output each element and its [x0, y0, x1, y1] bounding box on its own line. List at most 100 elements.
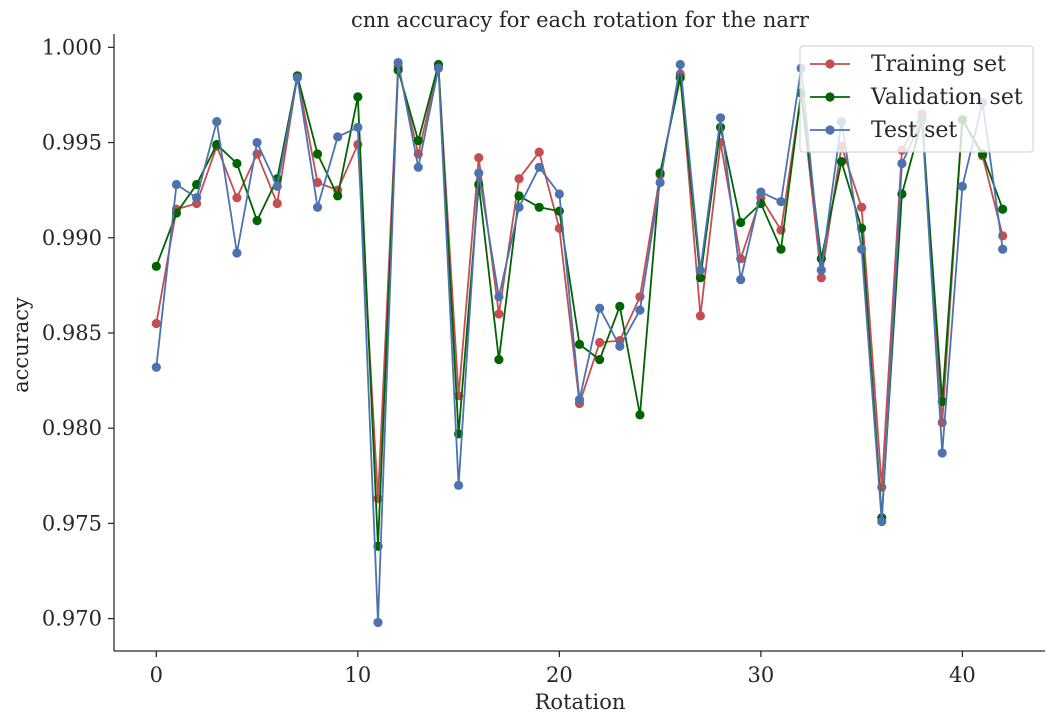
legend-item: Validation set [810, 85, 1023, 110]
data-point [252, 216, 262, 226]
y-tick-label: 0.970 [42, 607, 102, 631]
data-point [554, 206, 564, 216]
data-point [373, 617, 383, 628]
data-point [595, 337, 605, 348]
data-point [574, 395, 585, 405]
legend-item: Test set [810, 118, 957, 143]
data-point [615, 341, 625, 351]
axes [113, 34, 1045, 652]
data-point [494, 309, 504, 319]
data-point [373, 494, 383, 504]
data-point [252, 137, 262, 148]
legend-marker [825, 92, 835, 102]
data-point [857, 202, 867, 212]
data-point [877, 516, 887, 527]
y-tick-label: 0.975 [42, 511, 102, 535]
data-point [675, 59, 685, 70]
data-point [353, 92, 363, 102]
data-point [534, 202, 544, 212]
data-point [353, 122, 363, 132]
data-point [312, 149, 323, 159]
data-point [272, 181, 282, 191]
x-tick-label: 0 [150, 663, 163, 687]
data-point [212, 116, 222, 127]
data-point [232, 248, 242, 258]
data-point [554, 189, 564, 199]
x-tick-label: 40 [949, 663, 976, 687]
data-point [494, 355, 504, 365]
data-point [151, 362, 161, 372]
data-point [776, 244, 786, 254]
data-point [957, 181, 967, 191]
legend-label: Validation set [870, 85, 1023, 110]
data-point [635, 410, 645, 420]
y-tick-label: 0.995 [42, 131, 102, 155]
data-point [534, 147, 544, 157]
data-point [816, 265, 826, 275]
data-point [514, 174, 524, 184]
data-point [655, 168, 665, 178]
data-point [151, 261, 161, 271]
data-point [393, 57, 403, 68]
data-point [151, 318, 161, 329]
data-point [312, 202, 323, 212]
legend-marker [825, 125, 835, 135]
y-tick-label: 0.985 [42, 321, 102, 345]
x-tick-label: 30 [747, 663, 774, 687]
data-point [232, 193, 242, 203]
chart-title: cnn accuracy for each rotation for the n… [351, 8, 810, 32]
data-point [333, 132, 343, 142]
data-point [776, 196, 786, 207]
data-point [937, 448, 947, 458]
legend-box [799, 45, 1034, 153]
data-point [232, 158, 242, 169]
data-point [534, 162, 544, 172]
data-point [171, 179, 182, 190]
data-point [695, 265, 706, 275]
legend-item: Training set [810, 52, 1006, 77]
data-point [574, 339, 585, 350]
data-point [695, 273, 706, 283]
data-point [715, 113, 726, 123]
data-point [272, 198, 282, 209]
data-point [433, 63, 444, 73]
data-point [756, 187, 766, 197]
data-point [494, 292, 504, 302]
data-point [998, 244, 1008, 254]
series-layer [151, 57, 1008, 628]
data-point [453, 480, 464, 490]
data-point [836, 156, 847, 167]
legend-label: Training set [871, 52, 1006, 77]
data-point [816, 273, 826, 283]
y-axis-label: accuracy [9, 297, 33, 393]
data-point [998, 204, 1008, 214]
data-point [595, 303, 605, 313]
data-point [192, 193, 202, 203]
data-point [413, 162, 423, 172]
data-point [292, 73, 302, 83]
data-point [514, 191, 524, 201]
data-point [595, 355, 605, 365]
x-tick-label: 20 [546, 663, 573, 687]
y-tick-label: 0.980 [42, 416, 102, 440]
x-axis-label: Rotation [535, 690, 626, 714]
data-point [897, 189, 907, 199]
data-point [635, 305, 645, 315]
data-point [655, 177, 665, 188]
data-point [857, 244, 867, 254]
data-point [474, 168, 484, 178]
data-point [736, 217, 746, 228]
legend: Training set Validation set Test set [799, 45, 1034, 153]
data-point [998, 231, 1008, 241]
data-point [413, 136, 423, 146]
legend-label: Test set [871, 118, 957, 143]
y-tick-label: 1.000 [42, 35, 102, 59]
data-point [312, 177, 323, 188]
ticks: 0 10 20 30 40 0.970 0.975 0.980 0.985 0.990 0.995 1… [42, 35, 976, 687]
data-point [695, 311, 706, 321]
legend-marker [825, 59, 835, 69]
x-tick-label: 10 [344, 663, 371, 687]
data-point [736, 275, 746, 285]
data-point [615, 301, 625, 311]
